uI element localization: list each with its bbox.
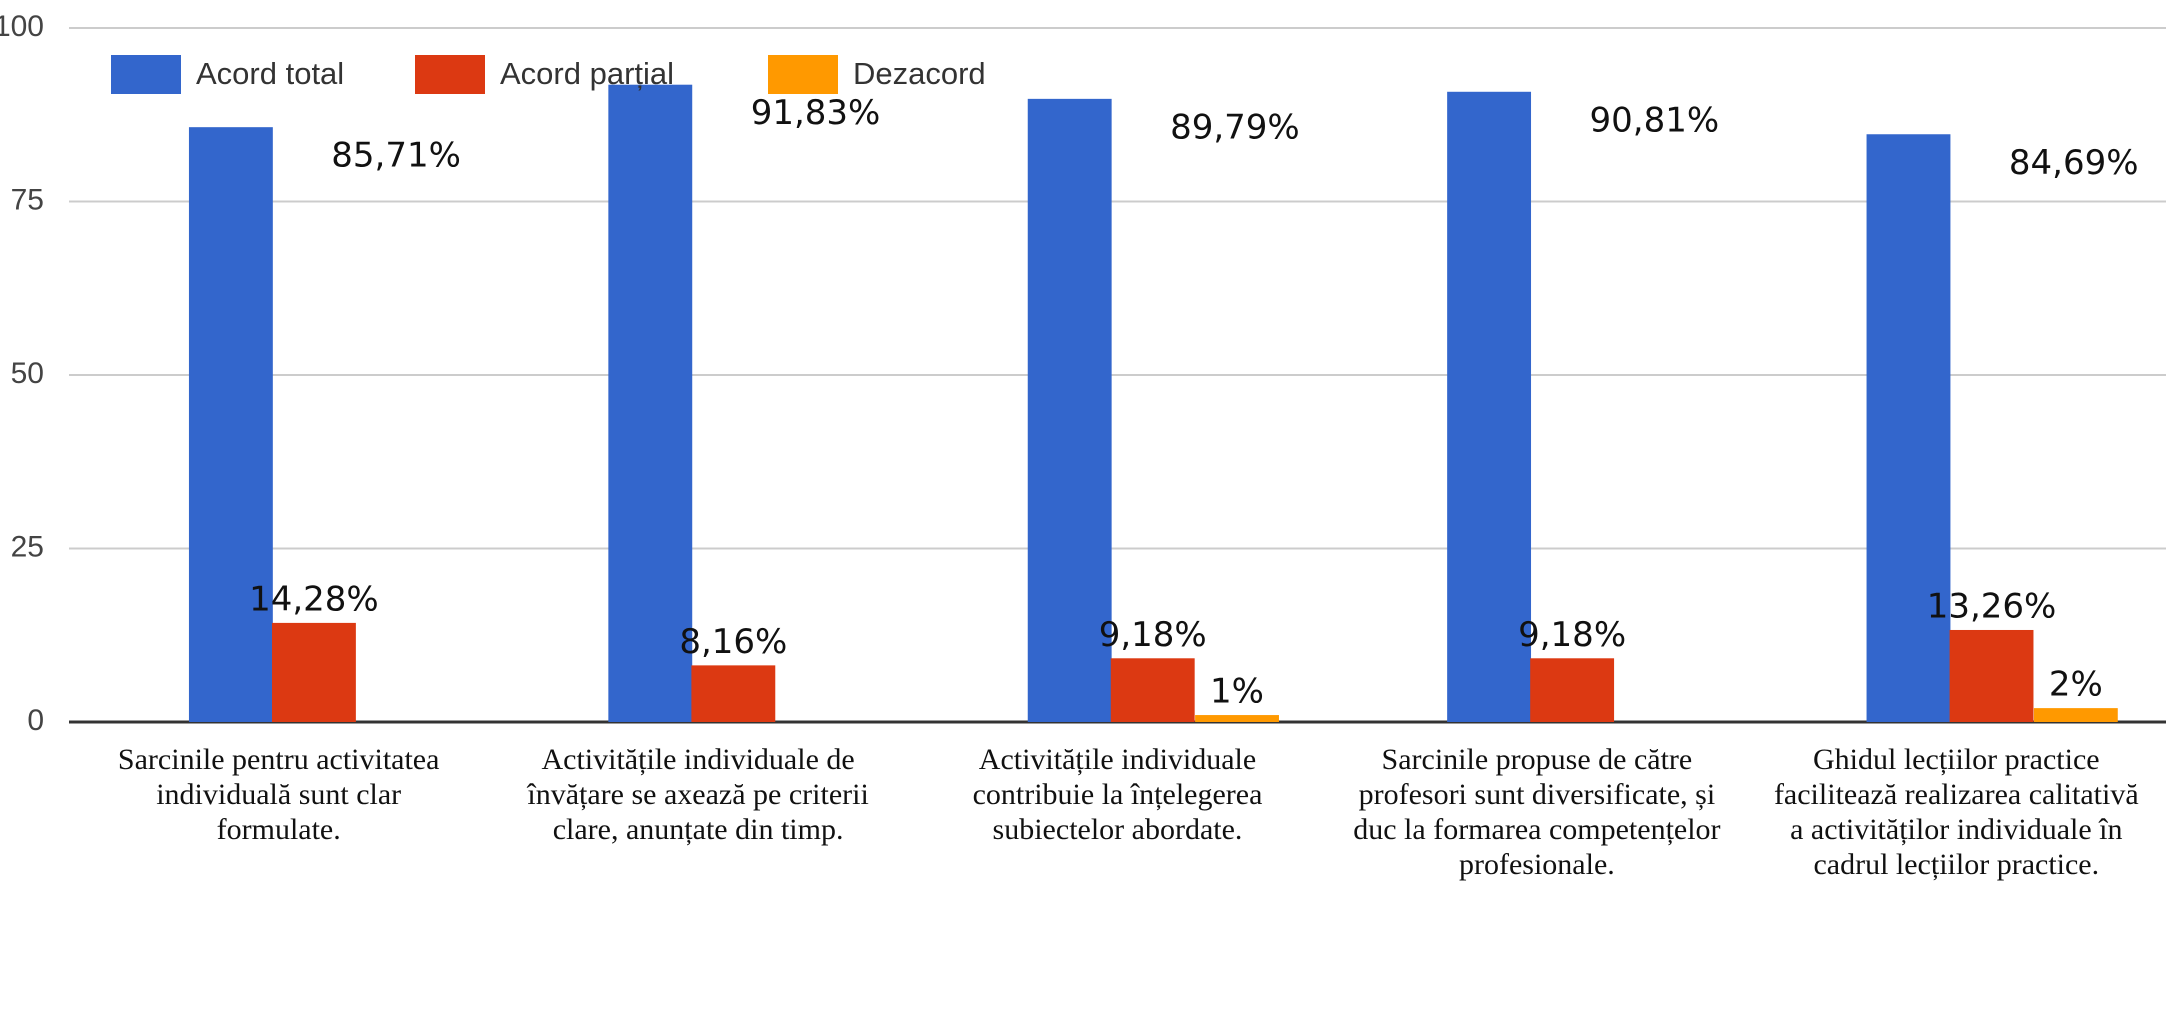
data-label: 1% (1210, 672, 1264, 712)
y-tick-label: 100 (0, 10, 44, 43)
data-label: 9,18% (1099, 615, 1207, 655)
bar (1530, 658, 1615, 722)
data-label: 13,26% (1927, 586, 2057, 626)
y-tick-label: 25 (11, 530, 44, 563)
x-tick-label: Activitățile individuale contribuie la î… (972, 743, 1263, 846)
bar (608, 84, 693, 722)
bar (1195, 715, 1279, 722)
x-tick-label: Sarcinile pentru activitatea individuală… (117, 743, 440, 846)
data-label: 14,28% (249, 579, 379, 619)
bar (1949, 629, 2034, 722)
x-tick-label: Activitățile individuale de învățare se … (527, 743, 869, 846)
y-tick-label: 50 (11, 357, 44, 390)
data-label: 8,16% (679, 622, 787, 662)
y-tick-label: 75 (11, 183, 44, 216)
data-label: 90,81% (1590, 100, 1720, 140)
legend-label: Acord total (196, 56, 344, 91)
bar (271, 622, 356, 722)
data-label: 2% (2049, 665, 2103, 705)
legend-swatch (415, 55, 485, 94)
bar (2033, 708, 2118, 722)
legend-label: Acord parțial (500, 56, 674, 91)
x-tick-label: Sarcinile propuse de către profesori sun… (1353, 743, 1721, 881)
data-label: 89,79% (1170, 107, 1300, 147)
legend-label: Dezacord (853, 56, 986, 91)
bar (691, 665, 776, 722)
legend-swatch (111, 55, 181, 94)
bar (188, 127, 273, 722)
data-label: 84,69% (2009, 143, 2139, 183)
legend-swatch (768, 55, 838, 94)
bar (1447, 91, 1532, 722)
data-label: 85,71% (331, 136, 461, 176)
bar (1866, 134, 1951, 722)
data-label: 91,83% (751, 93, 881, 133)
data-label: 9,18% (1518, 615, 1626, 655)
bar (1110, 658, 1195, 722)
x-tick-label: Ghidul lecțiilor practice facilitează re… (1773, 743, 2139, 881)
bar (1027, 98, 1112, 722)
y-tick-label: 0 (27, 704, 44, 737)
